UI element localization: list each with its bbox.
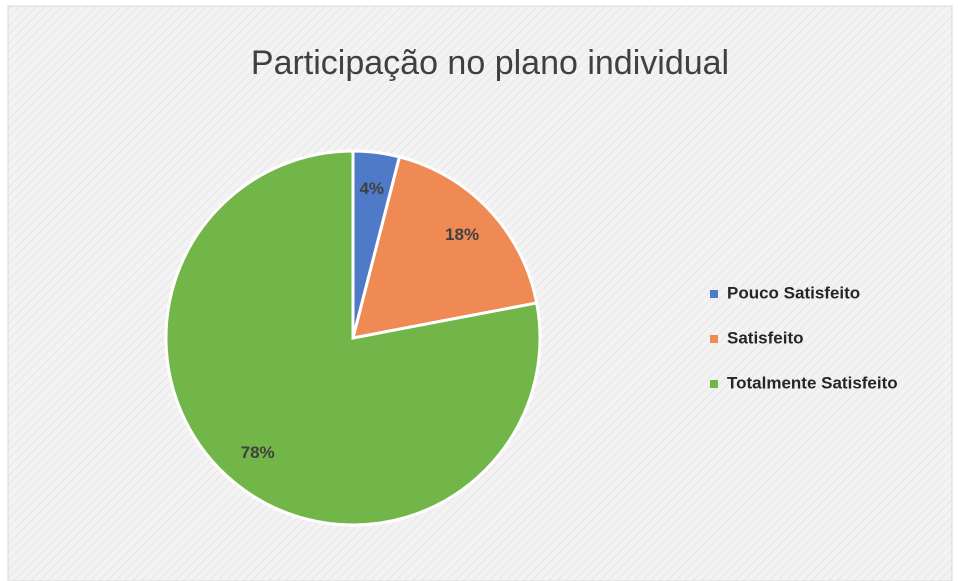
pie-slice <box>164 149 542 527</box>
legend-label: Pouco Satisfeito <box>727 283 860 302</box>
legend-label: Satisfeito <box>727 328 804 347</box>
legend-marker <box>710 380 718 388</box>
legend-label: Totalmente Satisfeito <box>727 373 898 392</box>
data-label: 18% <box>445 225 479 244</box>
legend-marker <box>710 335 718 343</box>
legend-marker <box>710 290 718 298</box>
data-label: 78% <box>241 443 275 462</box>
pie-slice <box>350 155 539 340</box>
data-label: 4% <box>359 179 384 198</box>
chart-title: Participação no plano individual <box>251 44 729 82</box>
